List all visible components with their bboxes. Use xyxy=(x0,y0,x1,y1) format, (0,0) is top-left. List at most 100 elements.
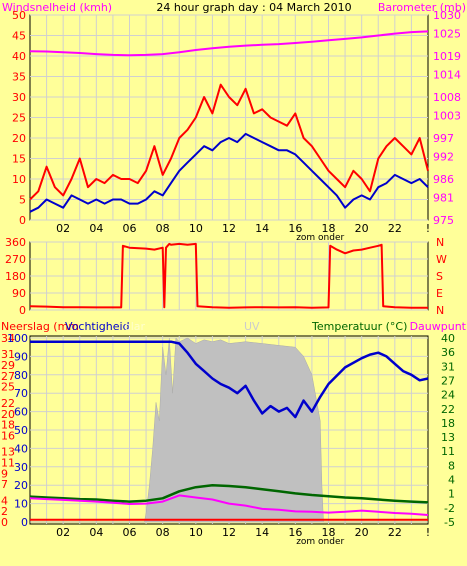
panel3-left-tick-13: 29 xyxy=(1,359,15,372)
panel1-x-tick-11: ! xyxy=(426,222,430,235)
panel1-right-tick-1: 981 xyxy=(433,192,454,205)
humidity-line xyxy=(30,340,429,419)
panel1-left-tick-1: 5 xyxy=(19,194,26,207)
panel2-right-tick-1: W xyxy=(436,253,447,266)
panel3-mid-tick-0: 0 xyxy=(21,516,28,529)
panel1-x-tick-8: 18 xyxy=(322,222,336,235)
panel1-left-tick-4: 20 xyxy=(12,132,26,145)
panel3-left-tick-6: 13 xyxy=(1,446,15,459)
panel3-x-tick-11: ! xyxy=(426,526,430,539)
panel3-left-tick-4: 9 xyxy=(1,467,8,480)
panel1-title: 24 hour graph day : 04 March 2010 xyxy=(156,1,351,14)
panel2-right-tick-2: S xyxy=(436,270,443,283)
legend-temperatuur: Temperatuur (°C) xyxy=(311,320,407,333)
panel3-x-tick-6: 14 xyxy=(255,526,269,539)
panel1-right-tick-10: 1030 xyxy=(433,9,461,22)
panel3-right-tick-6: 13 xyxy=(441,431,455,444)
panel3-xlabel: zom onder xyxy=(296,537,344,547)
panel1-right-tick-4: 997 xyxy=(433,132,454,145)
panel3-right-tick-5: 11 xyxy=(441,445,455,458)
panel1-x-tick-10: 22 xyxy=(388,222,402,235)
panel1-left-tick-5: 25 xyxy=(12,112,26,125)
panel3-right-tick-0: -5 xyxy=(444,516,455,529)
panel3-mid-tick-10: 100 xyxy=(7,332,28,345)
panel1-x-tick-7: 16 xyxy=(288,222,302,235)
panel1-left-tick-2: 10 xyxy=(12,173,26,186)
panel3-left-tick-0: 0 xyxy=(1,516,8,529)
panel3-right-tick-1: -2 xyxy=(444,502,455,515)
panel1-x-tick-3: 08 xyxy=(156,222,170,235)
panel1-right-tick-3: 992 xyxy=(433,151,454,164)
panel2-right-tick-3: E xyxy=(436,287,443,300)
panel3-x-tick-8: 18 xyxy=(322,526,336,539)
panel3-mid-tick-8: 80 xyxy=(14,369,28,382)
panel3-right-tick-3: 4 xyxy=(448,474,455,487)
panel3-left-tick-8: 18 xyxy=(1,419,15,432)
panel1-x-tick-5: 12 xyxy=(222,222,236,235)
panel1-x-tick-2: 06 xyxy=(123,222,137,235)
legend-neerslag: Neerslag (mm xyxy=(1,320,79,333)
series-lines xyxy=(29,30,429,521)
panel3-right-tick-7: 18 xyxy=(441,417,455,430)
panel1-left-tick-8: 40 xyxy=(12,50,26,63)
panel2-right-tick-4: N xyxy=(436,304,444,317)
legend-vochtigheid: Vochtigheid xyxy=(65,320,130,333)
panel1-x-tick-9: 20 xyxy=(355,222,369,235)
panel3-left-tick-2: 4 xyxy=(1,494,8,507)
panel3-x-tick-3: 08 xyxy=(156,526,170,539)
panel1-right-tick-0: 975 xyxy=(433,214,454,227)
panel3-mid-tick-6: 60 xyxy=(14,406,28,419)
tick-labels: 0510152025303540455097598198699299710031… xyxy=(1,9,461,547)
legend-uv: UV xyxy=(244,320,260,333)
panel3-x-tick-2: 06 xyxy=(123,526,137,539)
panel3-left-tick-11: 25 xyxy=(1,381,15,394)
panel1-left-tick-7: 35 xyxy=(12,71,26,84)
panel3-x-tick-5: 12 xyxy=(222,526,236,539)
panel3-x-tick-9: 20 xyxy=(355,526,369,539)
panel2-left-tick-4: 360 xyxy=(5,236,26,249)
panel1-left-axis-label: Windsnelheid (kmh) xyxy=(2,1,112,14)
panel1-left-tick-10: 50 xyxy=(12,9,26,22)
panel3-left-tick-1: 2 xyxy=(1,505,8,518)
panel3-mid-tick-7: 70 xyxy=(14,387,28,400)
panel1-left-tick-9: 45 xyxy=(12,30,26,43)
panel1-x-tick-1: 04 xyxy=(89,222,103,235)
panel3-x-tick-1: 04 xyxy=(89,526,103,539)
panel1-left-tick-6: 30 xyxy=(12,91,26,104)
wind-direction-line xyxy=(29,242,428,309)
panel3-left-tick-9: 20 xyxy=(1,408,15,421)
panel3-left-tick-5: 11 xyxy=(1,456,15,469)
panel1-left-tick-0: 0 xyxy=(19,214,26,227)
panel1-right-tick-7: 1014 xyxy=(433,69,461,82)
panel3-left-tick-12: 27 xyxy=(1,370,15,383)
panel3-right-tick-4: 8 xyxy=(448,459,455,472)
panel3-mid-tick-2: 20 xyxy=(14,479,28,492)
panel1-right-tick-2: 986 xyxy=(433,173,454,186)
panel3-x-tick-0: 02 xyxy=(56,526,70,539)
panel1-left-tick-3: 15 xyxy=(12,153,26,166)
legend-dauwpunt: Dauwpunt xyxy=(410,320,467,333)
panel3-mid-tick-9: 90 xyxy=(14,350,28,363)
panel3-left-tick-10: 22 xyxy=(1,397,15,410)
dewpoint-line xyxy=(29,494,429,516)
panel3-mid-tick-4: 40 xyxy=(14,442,28,455)
panel1-right-tick-9: 1025 xyxy=(433,28,461,41)
panel3-left-tick-3: 7 xyxy=(1,478,8,491)
temperature-line xyxy=(29,483,429,504)
panel3-right-tick-12: 36 xyxy=(441,346,455,359)
panel3-right-tick-11: 31 xyxy=(441,360,455,373)
panel3-right-tick-13: 40 xyxy=(441,332,455,345)
panel1-xlabel: zom onder xyxy=(296,233,344,243)
panel1-right-tick-8: 1019 xyxy=(433,50,461,63)
panel3-x-tick-10: 22 xyxy=(388,526,402,539)
panel3-right-tick-9: 24 xyxy=(441,389,455,402)
barometer-line xyxy=(29,30,429,57)
panel3-left-tick-14: 31 xyxy=(1,348,15,361)
panel1-x-tick-0: 02 xyxy=(56,222,70,235)
wind-speed-line xyxy=(29,132,429,213)
panel3-right-tick-2: 1 xyxy=(448,488,455,501)
legend-solar: olar xyxy=(124,320,146,333)
panel2-right-tick-0: N xyxy=(436,236,444,249)
